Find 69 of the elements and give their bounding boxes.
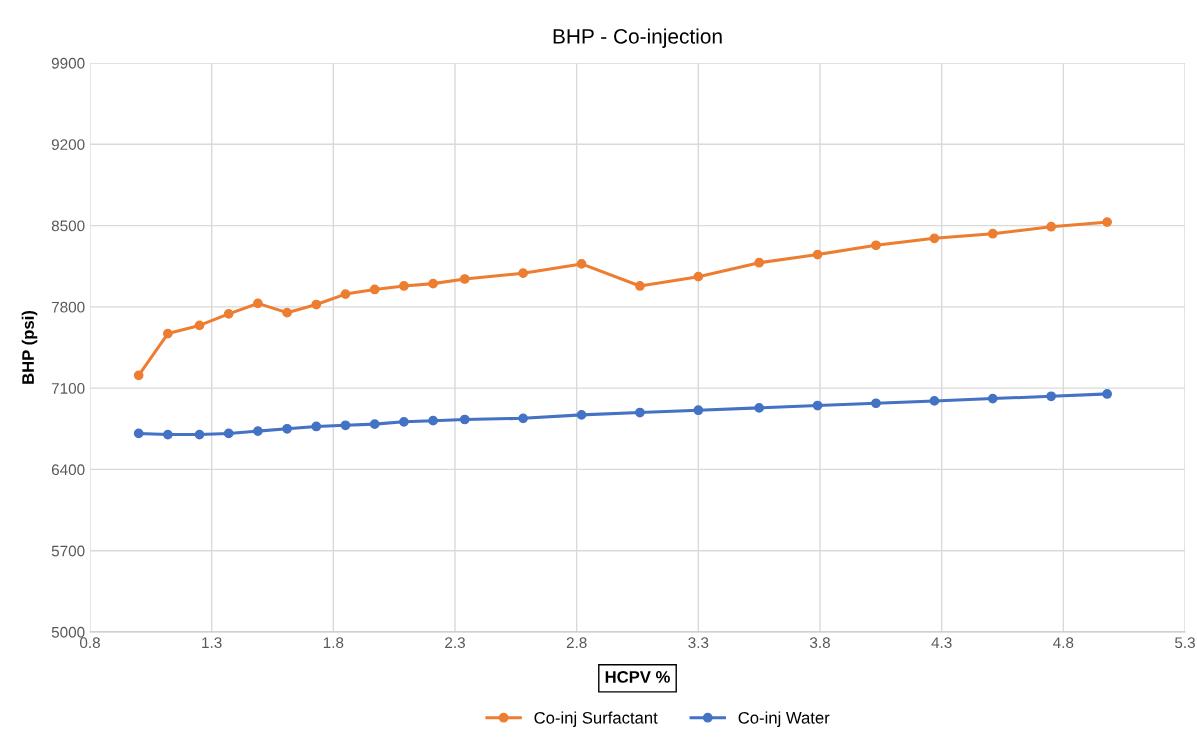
legend-label: Co-inj Surfactant	[534, 711, 658, 727]
point	[459, 274, 470, 284]
point	[871, 398, 881, 409]
point	[163, 328, 173, 339]
point	[518, 268, 528, 279]
x-axis-title: HCPV %	[605, 670, 670, 683]
point	[987, 228, 998, 239]
point	[812, 400, 823, 411]
x-tick-label: 4.3	[931, 637, 952, 649]
point	[133, 370, 144, 381]
point	[428, 415, 438, 426]
point	[282, 423, 292, 434]
point	[1046, 391, 1057, 402]
x-tick-label: 2.3	[445, 637, 465, 649]
point	[133, 428, 144, 439]
point	[987, 393, 998, 404]
point	[576, 409, 587, 420]
point	[311, 299, 322, 310]
x-tick-label: 4.8	[1053, 637, 1074, 649]
x-tick-label: 1.3	[202, 637, 222, 649]
point	[518, 413, 528, 424]
point	[340, 289, 351, 299]
y-tick-label: 7100	[51, 383, 85, 394]
x-tick-label: 3.3	[688, 637, 709, 649]
point	[635, 281, 645, 291]
y-axis-title: BHP (psi)	[21, 310, 38, 384]
point	[693, 405, 704, 416]
point	[635, 407, 645, 418]
x-tick-label: 0.8	[79, 637, 100, 649]
y-tick-label: 8500	[51, 220, 85, 232]
y-tick-label: 9200	[51, 139, 85, 150]
point	[223, 428, 234, 439]
point	[369, 284, 380, 295]
y-tick-label: 7800	[51, 301, 85, 313]
point	[399, 416, 409, 427]
point	[929, 396, 940, 406]
point	[812, 249, 823, 260]
point	[1102, 389, 1112, 399]
point	[311, 421, 322, 432]
y-tick-label: 9900	[51, 57, 85, 69]
point	[1102, 217, 1112, 227]
legend-label: Co-inj Water	[738, 711, 830, 727]
point	[340, 420, 351, 431]
point	[1046, 221, 1057, 232]
chart-title: BHP - Co-injection	[553, 28, 722, 48]
point	[194, 320, 205, 331]
point	[282, 307, 292, 318]
y-tick-label: 5700	[51, 545, 85, 557]
point	[369, 419, 380, 430]
point	[399, 281, 409, 291]
point	[194, 429, 205, 440]
x-tick-label: 1.8	[323, 637, 344, 649]
point	[693, 271, 704, 282]
x-tick-label: 5.3	[1174, 637, 1195, 649]
y-tick-label: 5000	[51, 626, 85, 638]
x-tick-label: 2.8	[566, 637, 587, 649]
point	[929, 233, 940, 244]
point	[754, 403, 765, 413]
point	[576, 259, 587, 269]
point	[871, 240, 881, 251]
y-tick-label: 6400	[51, 464, 85, 476]
point	[754, 257, 765, 268]
point	[163, 429, 173, 440]
point	[253, 426, 263, 436]
point	[253, 298, 263, 309]
point	[459, 414, 470, 425]
point	[428, 278, 438, 289]
x-tick-label: 3.8	[809, 637, 830, 649]
point	[223, 308, 234, 319]
